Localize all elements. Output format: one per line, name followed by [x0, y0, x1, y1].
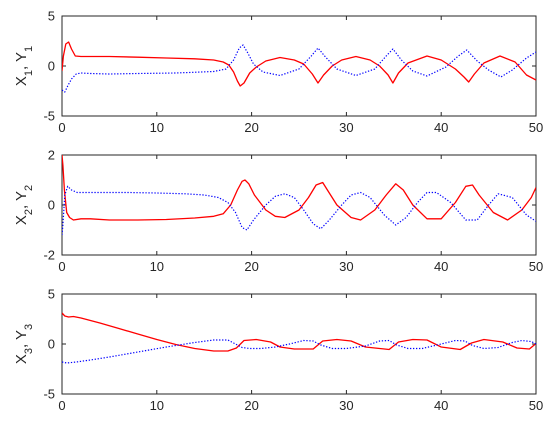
- x-tick-label: 20: [244, 120, 258, 135]
- y-axis-label: X1, Y1: [13, 46, 35, 86]
- x-tick-label: 0: [58, 398, 65, 413]
- y-axis-label-text: , Y: [13, 191, 30, 209]
- y-axis-label: X3, Y3: [13, 324, 35, 364]
- x-tick-label: 10: [150, 398, 164, 413]
- y-axis-label-text: , Y: [13, 330, 30, 348]
- series-line-solid-red: [62, 312, 536, 352]
- x-tick-label: 30: [339, 259, 353, 274]
- y-axis-label-text: X: [13, 76, 30, 86]
- y-axis-label-text: , Y: [13, 52, 30, 70]
- plot-frame: [61, 154, 537, 256]
- x-tick-label: 30: [339, 398, 353, 413]
- x-tick-label: 10: [150, 259, 164, 274]
- x-tick-label: 0: [58, 120, 65, 135]
- series-line-dotted-blue: [62, 44, 536, 93]
- x-tick-label: 30: [339, 120, 353, 135]
- y-axis-label: X2, Y2: [13, 185, 35, 225]
- y-tick-label: 2: [48, 148, 55, 163]
- y-tick-label: 5: [48, 9, 55, 24]
- y-axis-label-subscript: 3: [23, 324, 35, 330]
- series-line-solid-red: [62, 155, 536, 221]
- series-line-solid-red: [62, 41, 536, 87]
- y-axis-label-text: X: [13, 215, 30, 225]
- plot-frame: [61, 293, 537, 395]
- y-tick-label: 0: [48, 59, 55, 74]
- y-axis-label-subscript: 1: [23, 70, 35, 76]
- y-tick-label: 5: [48, 287, 55, 302]
- x-tick-label: 20: [244, 398, 258, 413]
- series-line-dotted-blue: [62, 185, 536, 236]
- y-tick-label: -2: [43, 248, 55, 263]
- y-tick-label: 0: [48, 337, 55, 352]
- x-tick-label: 50: [529, 120, 543, 135]
- x-tick-label: 0: [58, 259, 65, 274]
- y-axis-label-subscript: 2: [23, 209, 35, 215]
- x-tick-label: 40: [434, 398, 448, 413]
- y-axis-label-subscript: 1: [23, 46, 35, 52]
- y-axis-label-subscript: 3: [23, 348, 35, 354]
- x-tick-label: 10: [150, 120, 164, 135]
- x-tick-label: 40: [434, 120, 448, 135]
- x-tick-label: 50: [529, 259, 543, 274]
- y-tick-label: -5: [43, 109, 55, 124]
- series-line-dotted-blue: [62, 339, 536, 364]
- y-tick-label: 0: [48, 198, 55, 213]
- x-tick-label: 40: [434, 259, 448, 274]
- x-tick-label: 50: [529, 398, 543, 413]
- y-tick-label: -5: [43, 387, 55, 402]
- x-tick-label: 20: [244, 259, 258, 274]
- y-axis-label-subscript: 2: [23, 185, 35, 191]
- y-axis-label-text: X: [13, 354, 30, 364]
- plot-frame: [61, 15, 537, 117]
